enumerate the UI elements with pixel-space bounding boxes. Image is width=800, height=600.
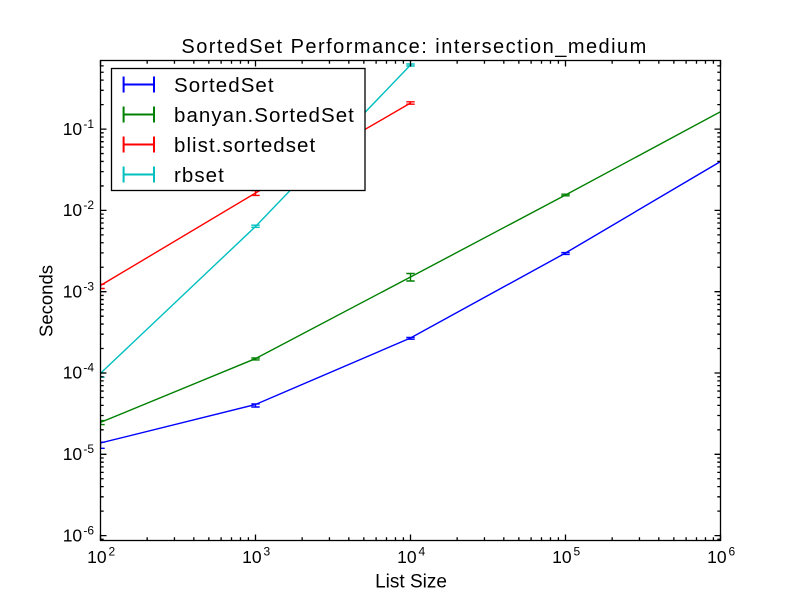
svg-text:3: 3 bbox=[264, 545, 271, 559]
svg-text:banyan.SortedSet: banyan.SortedSet bbox=[174, 104, 355, 127]
svg-text:-1: -1 bbox=[83, 117, 94, 131]
svg-text:2: 2 bbox=[109, 545, 116, 559]
svg-text:10: 10 bbox=[63, 281, 83, 301]
svg-text:6: 6 bbox=[729, 545, 736, 559]
svg-text:10: 10 bbox=[63, 363, 83, 383]
svg-text:10: 10 bbox=[63, 119, 83, 139]
svg-text:10: 10 bbox=[87, 547, 107, 567]
svg-text:10: 10 bbox=[552, 547, 572, 567]
svg-text:10: 10 bbox=[707, 547, 727, 567]
svg-text:rbset: rbset bbox=[174, 164, 225, 187]
svg-text:-5: -5 bbox=[83, 442, 94, 456]
svg-text:10: 10 bbox=[63, 444, 83, 464]
svg-text:10: 10 bbox=[397, 547, 417, 567]
svg-text:10: 10 bbox=[242, 547, 262, 567]
svg-text:5: 5 bbox=[574, 545, 581, 559]
svg-text:10: 10 bbox=[63, 200, 83, 220]
svg-text:SortedSet: SortedSet bbox=[174, 74, 275, 97]
svg-text:4: 4 bbox=[419, 545, 426, 559]
svg-text:-2: -2 bbox=[83, 198, 94, 212]
svg-text:-6: -6 bbox=[83, 523, 94, 537]
svg-text:List Size: List Size bbox=[375, 572, 447, 593]
svg-text:10: 10 bbox=[63, 525, 83, 545]
svg-text:-4: -4 bbox=[83, 361, 94, 375]
svg-text:Seconds: Seconds bbox=[36, 265, 57, 337]
svg-text:-3: -3 bbox=[83, 279, 94, 293]
svg-text:SortedSet Performance: interse: SortedSet Performance: intersection_medi… bbox=[181, 36, 647, 58]
svg-text:blist.sortedset: blist.sortedset bbox=[174, 134, 316, 157]
